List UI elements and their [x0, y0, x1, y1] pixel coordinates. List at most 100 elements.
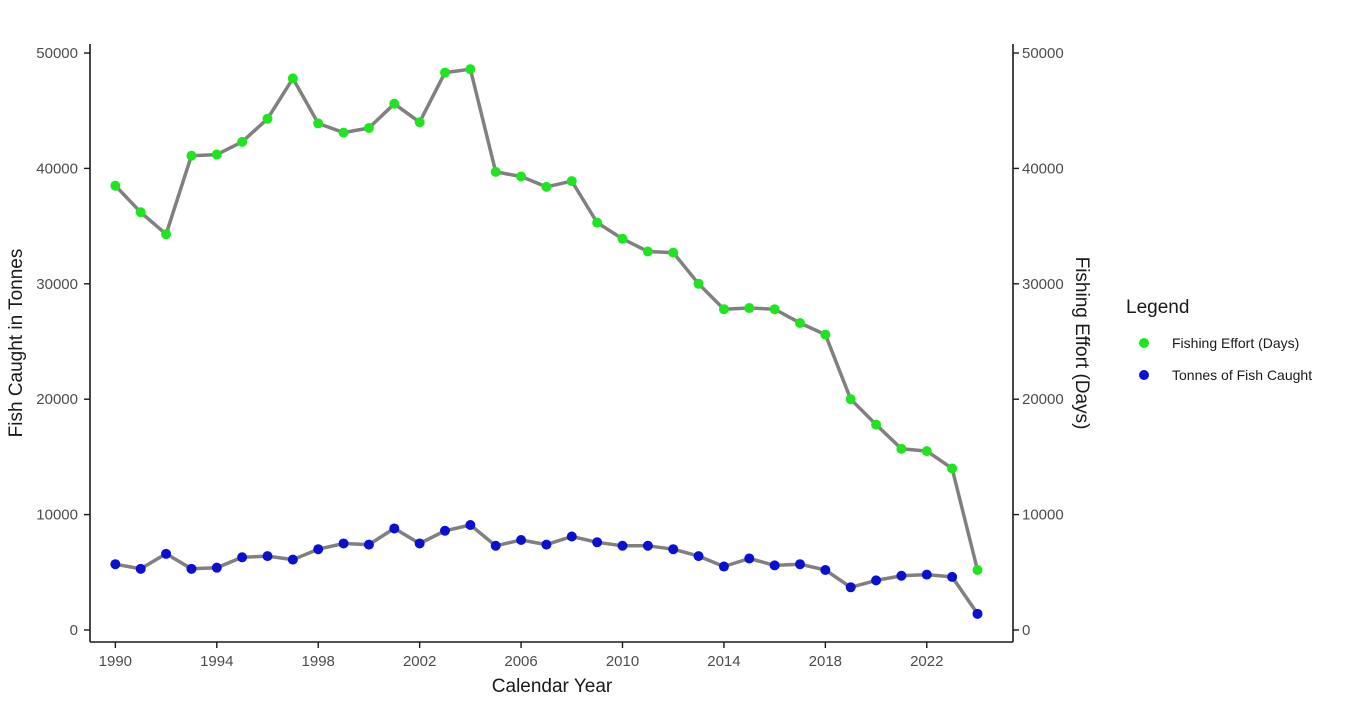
data-point-1	[566, 531, 577, 542]
data-point-1	[287, 554, 298, 565]
data-point-0	[211, 149, 222, 160]
data-point-0	[541, 181, 552, 192]
data-point-0	[896, 443, 907, 454]
series-lines	[114, 67, 980, 615]
y2-tick-label: 50000	[1022, 45, 1064, 62]
data-point-1	[972, 608, 983, 619]
data-point-1	[769, 560, 780, 571]
data-point-1	[795, 559, 805, 570]
legend-label: Tonnes of Fish Caught	[1172, 367, 1312, 383]
y-tick-label: 10000	[36, 507, 78, 524]
data-point-1	[871, 575, 882, 586]
data-point-1	[490, 540, 501, 551]
data-point-0	[363, 123, 374, 134]
y2-tick-label: 30000	[1022, 276, 1064, 293]
data-point-1	[414, 538, 425, 549]
x-tick-label: 2010	[606, 653, 639, 670]
x-tick-label: 2014	[707, 653, 740, 670]
data-point-0	[465, 64, 476, 75]
x-tick-label: 2018	[809, 653, 842, 670]
data-point-0	[414, 117, 425, 128]
data-point-0	[516, 171, 527, 182]
data-point-0	[313, 118, 324, 129]
legend-label: Fishing Effort (Days)	[1172, 335, 1299, 351]
data-point-0	[921, 446, 932, 457]
right-y-axis-title: Fishing Effort (Days)	[1071, 257, 1092, 430]
data-point-0	[135, 207, 146, 218]
data-point-1	[947, 571, 958, 582]
left-y-tick-labels: 0 10000 20000 30000 40000 50000	[36, 45, 90, 639]
data-point-0	[642, 246, 653, 257]
data-point-1	[592, 537, 603, 548]
data-point-1	[440, 525, 450, 536]
data-point-1	[135, 563, 146, 574]
data-point-1	[744, 553, 755, 564]
data-point-1	[896, 570, 907, 581]
data-point-0	[744, 303, 755, 314]
y-tick-label: 0	[70, 622, 78, 639]
x-tick-label: 2002	[403, 653, 436, 670]
data-point-1	[262, 551, 273, 562]
data-point-0	[820, 329, 831, 340]
data-point-0	[718, 304, 729, 315]
data-point-1	[668, 544, 679, 555]
data-point-0	[795, 318, 805, 329]
y-tick-label: 40000	[36, 160, 78, 177]
data-point-1	[845, 582, 856, 593]
right-y-tick-labels: 0 10000 20000 30000 40000 50000	[1013, 45, 1064, 639]
data-point-0	[845, 394, 856, 405]
y-tick-label: 50000	[36, 45, 78, 62]
y-tick-label: 30000	[36, 276, 78, 293]
data-point-1	[820, 564, 831, 575]
data-point-1	[617, 540, 628, 551]
data-point-1	[465, 519, 476, 530]
data-point-1	[693, 551, 704, 562]
data-point-0	[668, 247, 679, 258]
y-tick-label: 20000	[36, 391, 78, 408]
x-tick-labels: 1990 1994 1998 2002 2006 2010 2014 2018 2022	[99, 642, 943, 670]
data-point-1	[921, 569, 932, 580]
y2-tick-label: 10000	[1022, 507, 1064, 524]
data-point-0	[186, 150, 197, 161]
data-point-0	[566, 176, 577, 187]
data-point-0	[972, 564, 983, 575]
x-axis-title: Calendar Year	[492, 676, 613, 697]
data-point-1	[161, 548, 172, 559]
y2-tick-label: 0	[1022, 622, 1030, 639]
legend-key	[1139, 370, 1149, 380]
data-point-1	[110, 559, 121, 570]
data-point-0	[592, 217, 603, 228]
data-point-1	[363, 539, 374, 550]
legend-items: Fishing Effort (Days) Tonnes of Fish Caug…	[1139, 335, 1312, 383]
data-point-1	[313, 544, 324, 555]
data-point-0	[110, 180, 121, 191]
y2-tick-label: 40000	[1022, 160, 1064, 177]
data-point-0	[617, 233, 628, 244]
legend-title: Legend	[1126, 297, 1189, 318]
legend: Legend Fishing Effort (Days) Tonnes of Fi…	[1126, 297, 1312, 383]
data-point-0	[440, 67, 450, 78]
data-point-1	[541, 539, 552, 550]
series-points	[110, 64, 983, 619]
x-tick-label: 1998	[302, 653, 335, 670]
data-point-0	[769, 304, 780, 315]
data-point-1	[642, 540, 653, 551]
data-point-1	[186, 563, 197, 574]
x-tick-label: 2006	[504, 653, 537, 670]
y2-tick-label: 20000	[1022, 391, 1064, 408]
left-y-axis-title: Fish Caught in Tonnes	[6, 249, 27, 438]
data-point-1	[338, 538, 349, 549]
legend-key	[1139, 338, 1149, 348]
data-point-0	[947, 463, 958, 474]
data-point-0	[161, 229, 172, 240]
data-point-1	[237, 552, 248, 563]
x-tick-label: 1994	[200, 653, 233, 670]
data-point-1	[516, 534, 527, 545]
axes	[89, 44, 1014, 643]
data-point-0	[693, 278, 704, 289]
data-point-0	[871, 419, 882, 430]
data-point-1	[718, 561, 729, 572]
data-point-0	[262, 113, 273, 124]
